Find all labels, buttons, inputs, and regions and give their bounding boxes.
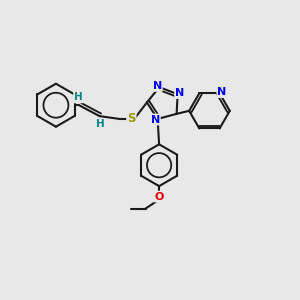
Text: N: N [153, 81, 162, 91]
Text: N: N [175, 88, 184, 98]
Text: N: N [151, 115, 160, 124]
Text: O: O [154, 192, 164, 202]
Text: S: S [127, 112, 136, 125]
Text: N: N [218, 87, 226, 97]
Text: H: H [96, 119, 105, 129]
Text: H: H [74, 92, 83, 102]
